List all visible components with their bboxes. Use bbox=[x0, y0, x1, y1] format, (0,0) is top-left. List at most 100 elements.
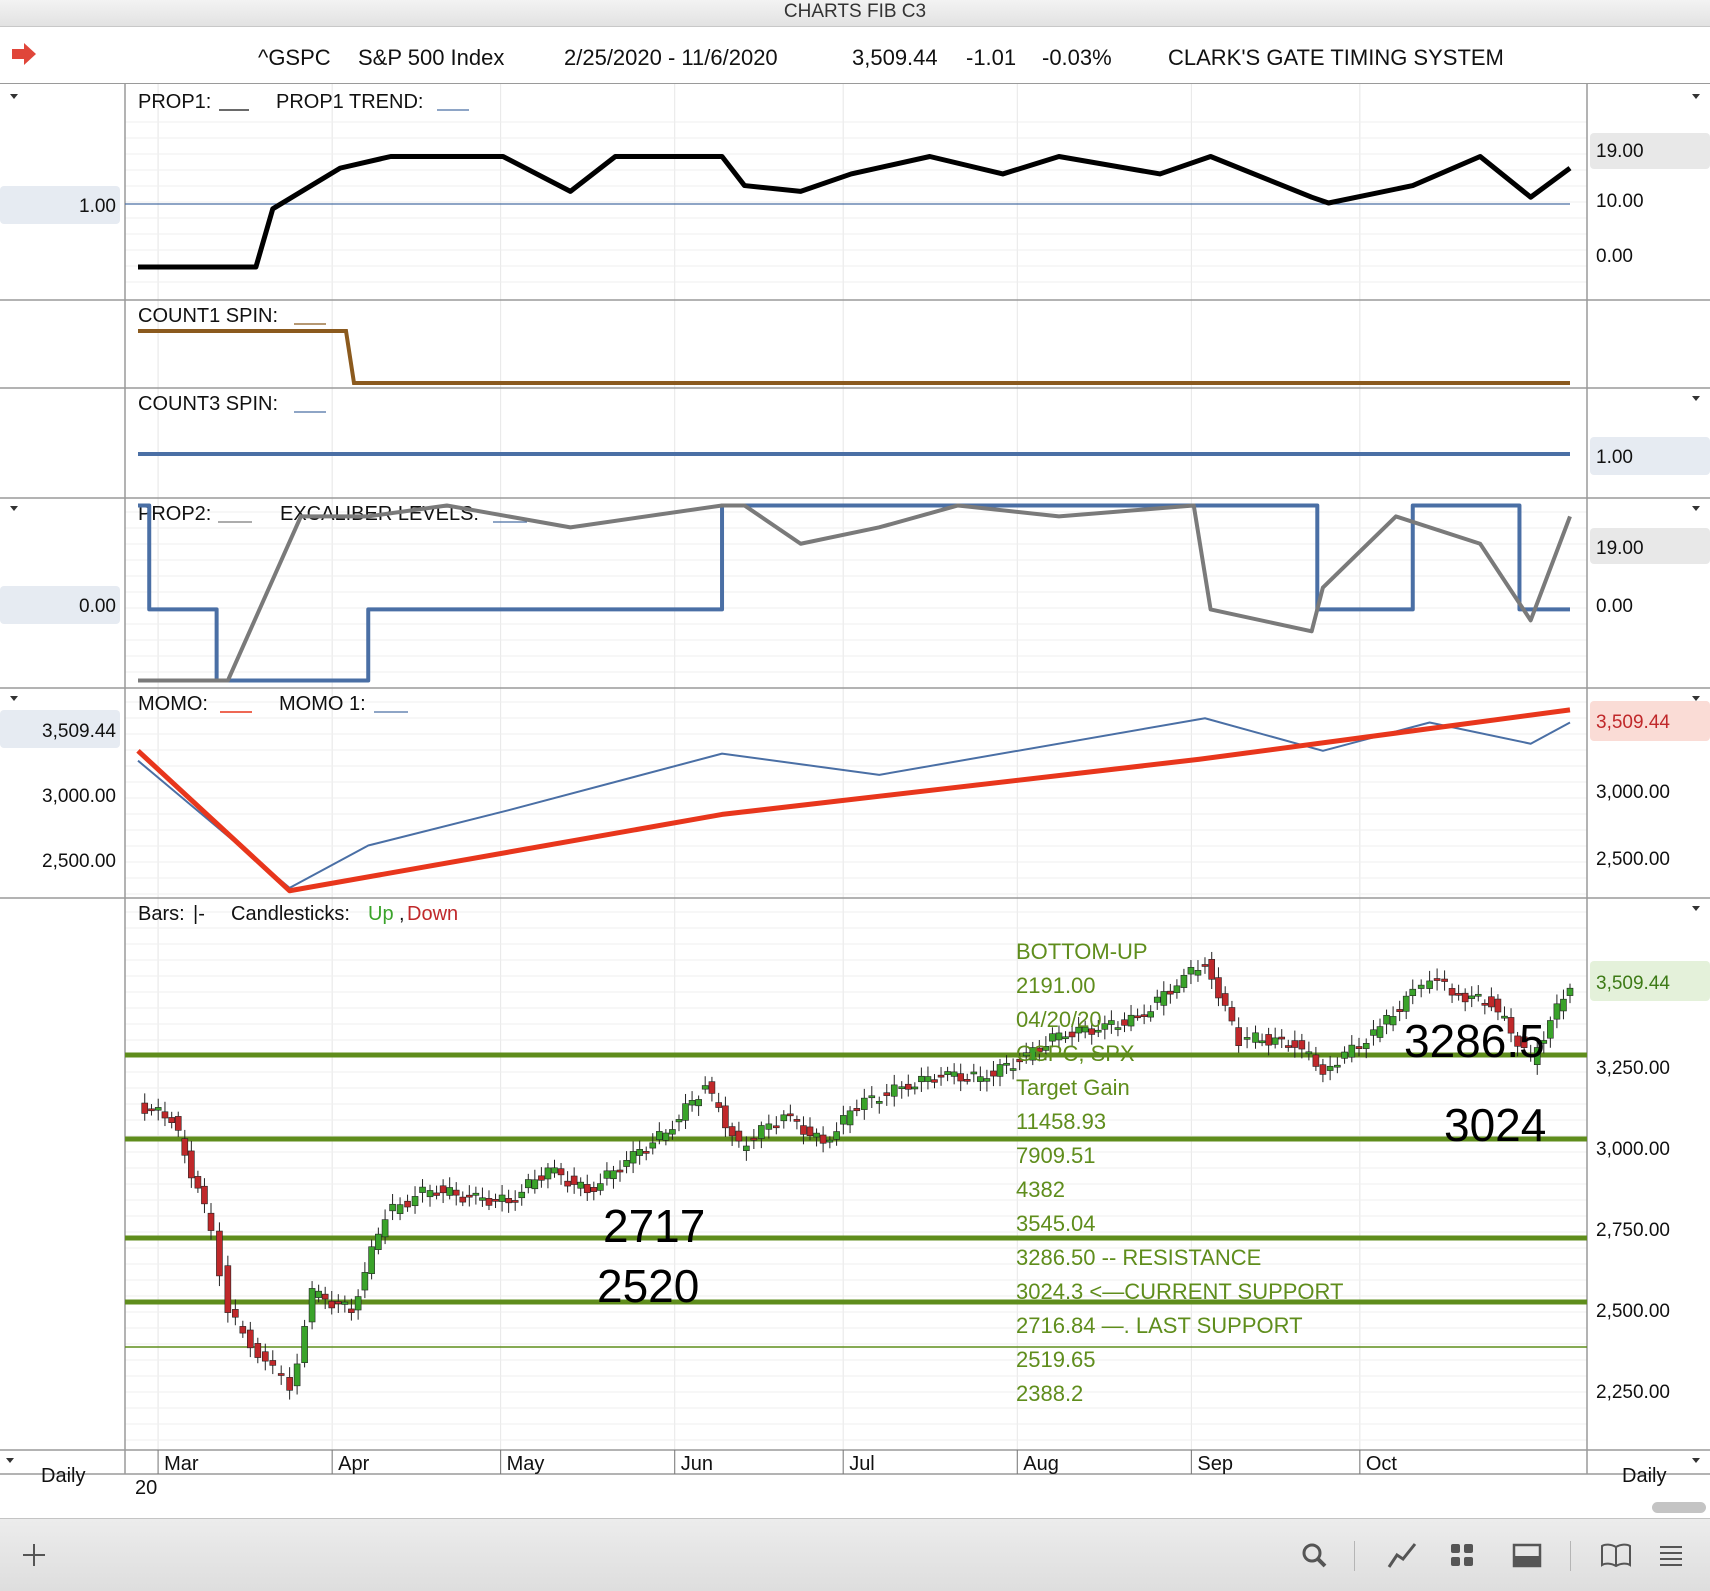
prop2-label: PROP2: bbox=[138, 503, 211, 525]
candle bbox=[649, 1133, 657, 1155]
search-icon[interactable] bbox=[1298, 1539, 1330, 1571]
candle bbox=[695, 1095, 702, 1116]
red-arrow-icon[interactable] bbox=[10, 41, 38, 67]
candle bbox=[577, 1177, 585, 1197]
note-line-2: 04/20/20 bbox=[1016, 1007, 1102, 1032]
candle bbox=[505, 1189, 512, 1213]
candle bbox=[1396, 1000, 1403, 1022]
candle bbox=[1235, 1017, 1242, 1053]
month-label-sep: Sep bbox=[1197, 1453, 1233, 1475]
candle bbox=[1291, 1030, 1299, 1058]
candle bbox=[743, 1136, 750, 1161]
candle bbox=[207, 1203, 215, 1240]
prop1-left-value: 1.00 bbox=[79, 196, 116, 217]
momo-right-tick-2500: 2,500.00 bbox=[1596, 849, 1670, 870]
period-right[interactable]: Daily bbox=[1622, 1465, 1666, 1487]
candle bbox=[239, 1320, 247, 1338]
candle bbox=[983, 1069, 991, 1092]
last-price: 3,509.44 bbox=[852, 45, 938, 70]
candle bbox=[1278, 1029, 1286, 1049]
candle bbox=[1221, 986, 1229, 1012]
candle bbox=[715, 1092, 722, 1113]
candle bbox=[1540, 1031, 1548, 1054]
chart-header: ^GSPC S&P 500 Index 2/25/2020 - 11/6/202… bbox=[0, 27, 1710, 84]
candle bbox=[1055, 1025, 1063, 1047]
panel-icon[interactable] bbox=[1511, 1539, 1543, 1571]
vertical-gridlines bbox=[157, 84, 1361, 1474]
candle bbox=[623, 1151, 630, 1174]
candle bbox=[1468, 986, 1476, 1008]
candle bbox=[793, 1115, 801, 1130]
candle bbox=[1409, 979, 1417, 1005]
candle bbox=[1208, 951, 1216, 989]
candle bbox=[1121, 1012, 1128, 1033]
candle bbox=[557, 1162, 565, 1185]
add-icon[interactable] bbox=[18, 1539, 50, 1571]
candle bbox=[201, 1178, 208, 1214]
note-line-10: 3024.3 <—CURRENT SUPPORT bbox=[1016, 1279, 1343, 1304]
panel-collapse-icons[interactable] bbox=[6, 94, 1700, 1463]
candle bbox=[846, 1106, 854, 1134]
candle bbox=[911, 1082, 919, 1095]
candlesticks bbox=[141, 951, 1574, 1400]
candle bbox=[728, 1122, 736, 1146]
candle bbox=[1160, 981, 1168, 1016]
candle bbox=[348, 1298, 355, 1321]
note-line-4: Target Gain bbox=[1016, 1075, 1130, 1100]
candle bbox=[583, 1174, 591, 1201]
candle bbox=[161, 1101, 169, 1127]
candle bbox=[1553, 994, 1561, 1029]
note-line-0: BOTTOM-UP bbox=[1016, 939, 1148, 964]
candle bbox=[1068, 1023, 1076, 1047]
candle bbox=[188, 1140, 195, 1188]
note-line-9: 3286.50 -- RESISTANCE bbox=[1016, 1245, 1261, 1270]
symbol: ^GSPC bbox=[258, 45, 331, 70]
candle bbox=[1326, 1056, 1334, 1081]
candle bbox=[1305, 1041, 1313, 1061]
level-label-2520: 2520 bbox=[597, 1260, 699, 1312]
candle bbox=[963, 1073, 971, 1085]
candle bbox=[826, 1136, 834, 1149]
candle bbox=[957, 1063, 964, 1092]
candle bbox=[819, 1126, 827, 1153]
candle bbox=[174, 1111, 182, 1137]
candle bbox=[931, 1074, 938, 1089]
level-label-2717: 2717 bbox=[603, 1200, 705, 1252]
candle bbox=[1009, 1058, 1017, 1080]
candle bbox=[439, 1179, 447, 1204]
menu-icon[interactable] bbox=[1655, 1539, 1687, 1571]
month-label-aug: Aug bbox=[1023, 1453, 1059, 1475]
candle bbox=[662, 1129, 670, 1146]
count1-panel: COUNT1 SPIN: bbox=[138, 305, 1570, 385]
candle bbox=[1088, 1021, 1096, 1045]
candle bbox=[758, 1121, 765, 1149]
count3-panel: COUNT3 SPIN: 1.00 bbox=[138, 393, 1710, 475]
price-tick-2250: 2,250.00 bbox=[1596, 1382, 1670, 1403]
candle bbox=[452, 1182, 460, 1206]
chart-area: PROP1: PROP1 TREND: 1.00 19.00 10.00 0.0… bbox=[0, 84, 1710, 1502]
candle bbox=[1049, 1027, 1056, 1048]
horizontal-scrollbar[interactable] bbox=[1652, 1502, 1706, 1513]
candle bbox=[472, 1186, 480, 1205]
toolbar-divider bbox=[1354, 1541, 1355, 1571]
period-left[interactable]: Daily bbox=[41, 1465, 85, 1487]
price-tick-2500: 2,500.00 bbox=[1596, 1301, 1670, 1322]
candle bbox=[148, 1104, 155, 1116]
candle bbox=[883, 1083, 891, 1106]
window-title: CHARTS FIB C3 bbox=[783, 1, 927, 22]
candle bbox=[765, 1114, 773, 1139]
date-range: 2/25/2020 - 11/6/2020 bbox=[564, 45, 778, 70]
candle bbox=[669, 1120, 676, 1140]
candle bbox=[1101, 1015, 1109, 1040]
grid-icon[interactable] bbox=[1446, 1539, 1478, 1571]
book-icon[interactable] bbox=[1600, 1539, 1632, 1571]
candle bbox=[433, 1185, 440, 1200]
candle bbox=[1520, 1027, 1528, 1055]
level-label-3024: 3024 bbox=[1444, 1099, 1546, 1151]
candle bbox=[1481, 999, 1489, 1015]
line-chart-icon[interactable] bbox=[1386, 1539, 1418, 1571]
candle bbox=[1180, 968, 1188, 993]
candle bbox=[1271, 1027, 1279, 1049]
price-tick-3000: 3,000.00 bbox=[1596, 1139, 1670, 1160]
candle bbox=[1140, 1004, 1148, 1025]
